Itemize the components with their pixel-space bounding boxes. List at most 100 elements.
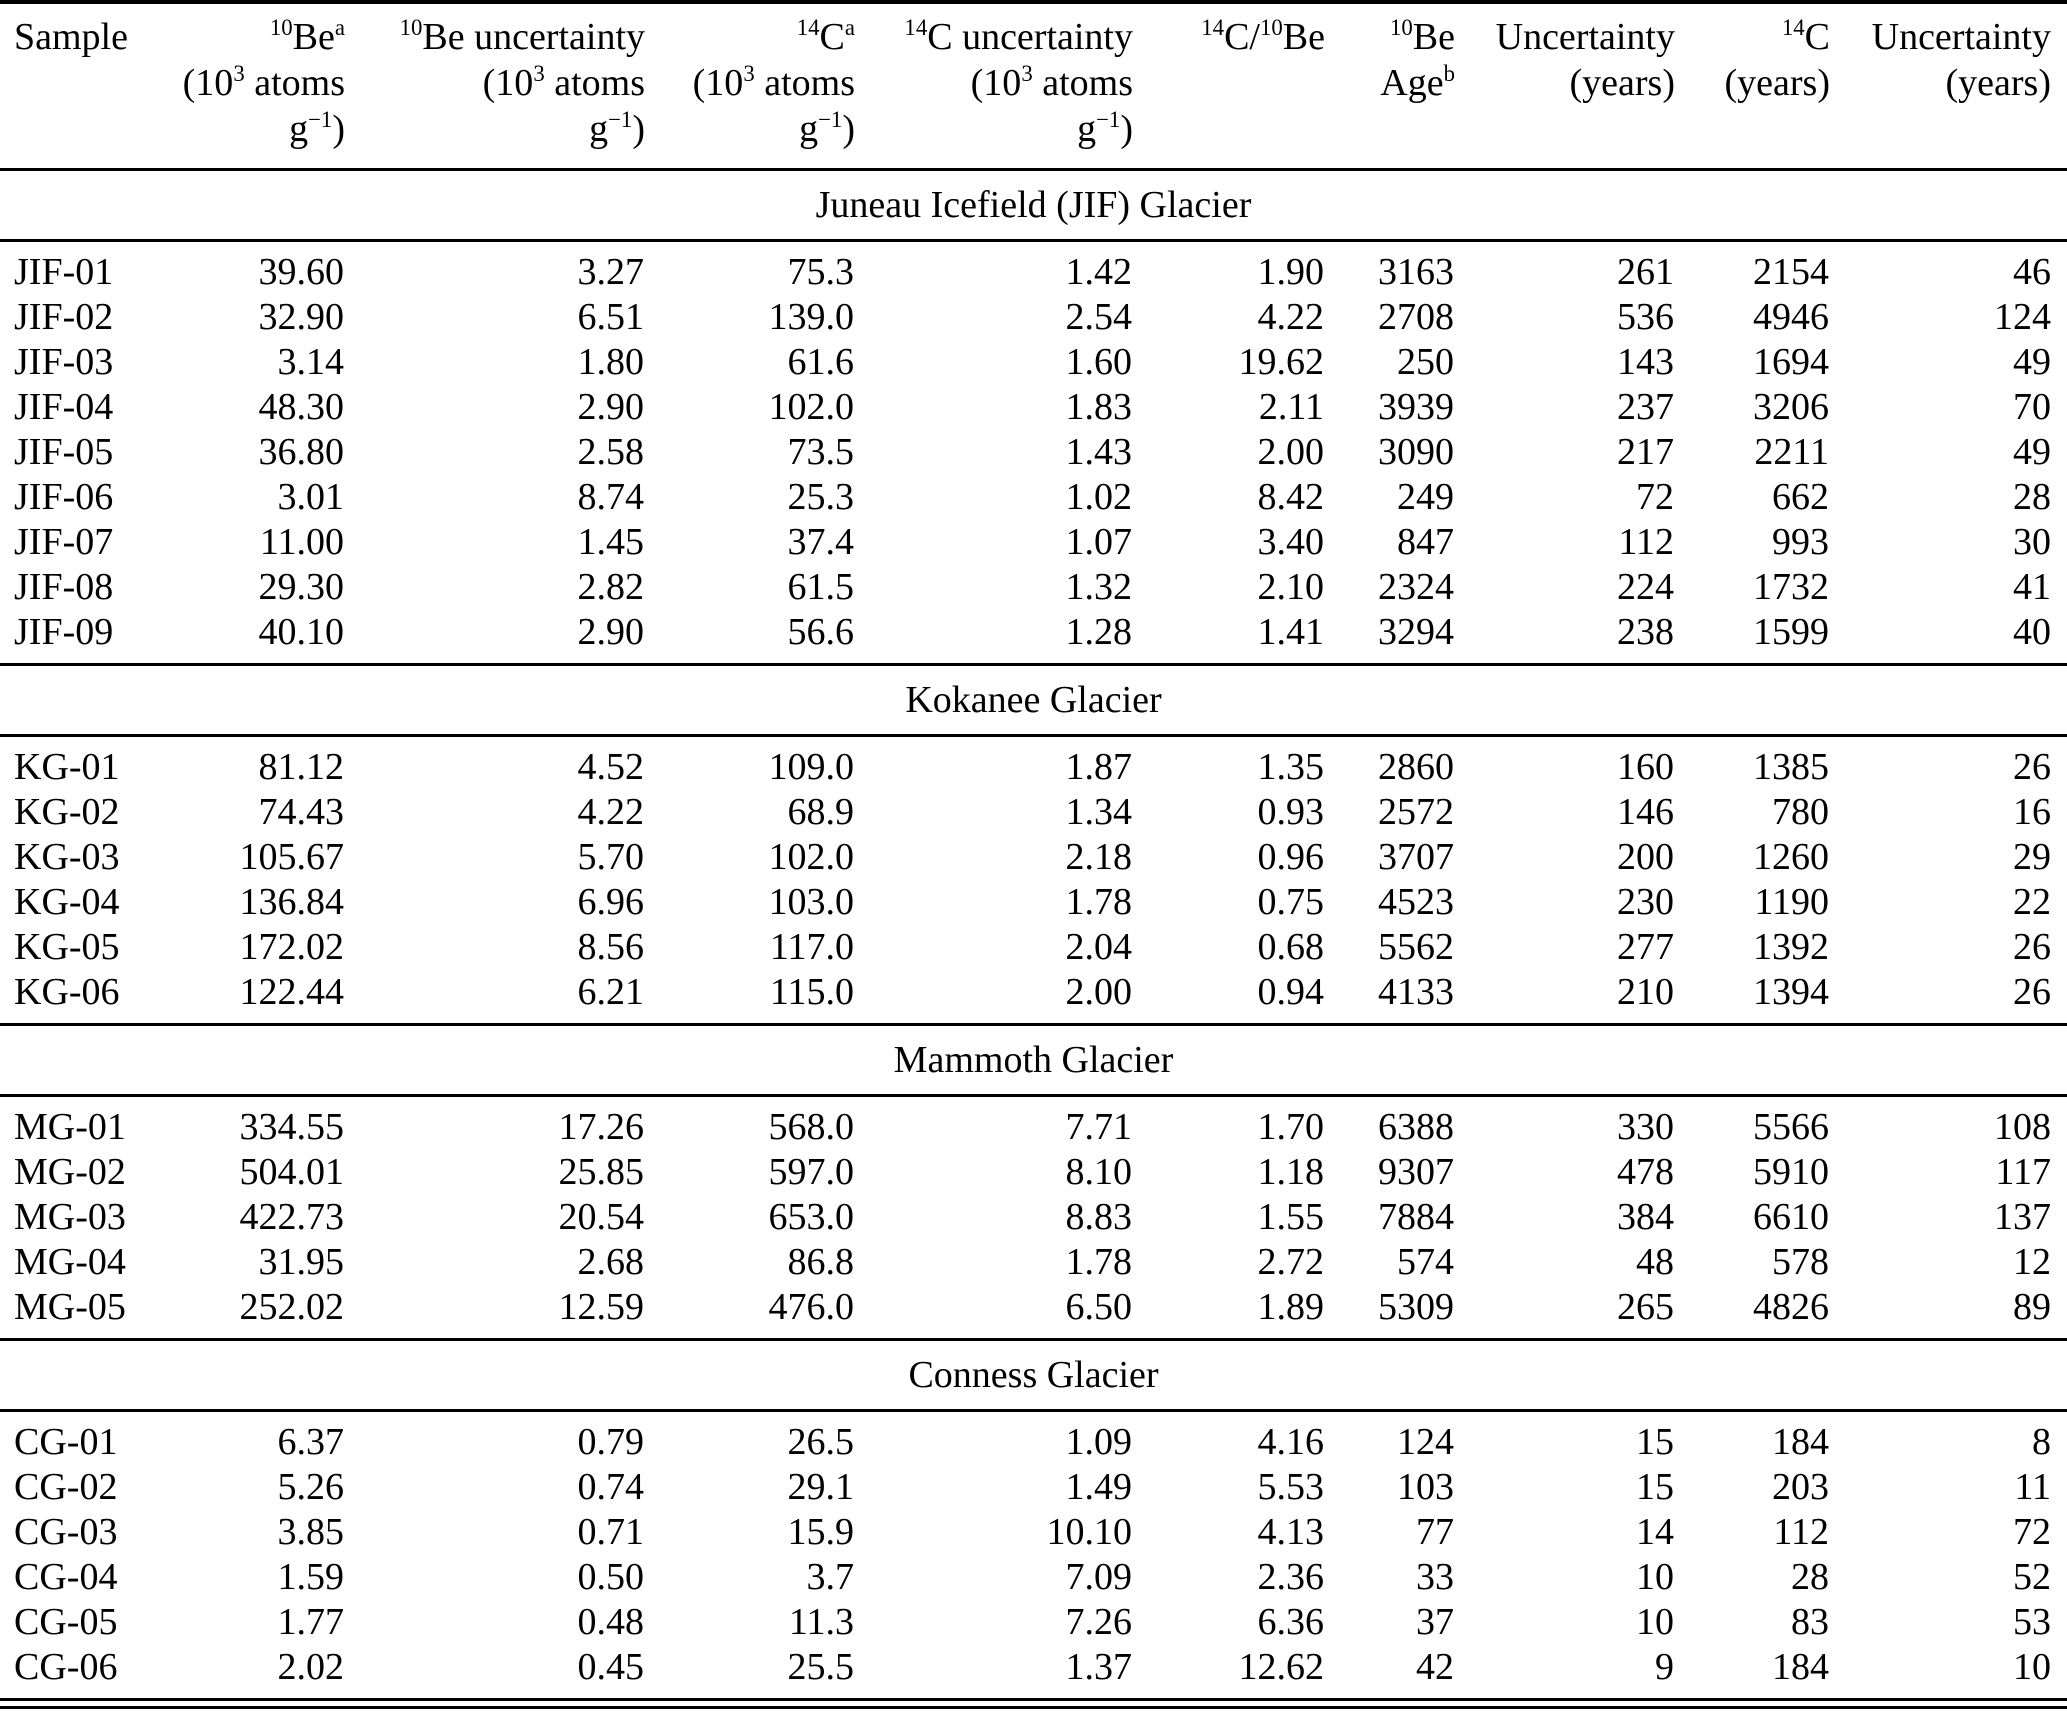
value-cell: 422.73	[239, 1196, 345, 1238]
value-cell: 108	[1994, 1106, 2051, 1148]
value-cell: 1.43	[1065, 431, 1133, 473]
value-cell: 72	[2013, 1511, 2051, 1553]
table-row: JIF-06 3.01 8.74 25.3 1.02 8.42 249 72 662 28	[0, 475, 2067, 520]
value-cell: 12	[2013, 1241, 2051, 1283]
header-line: g−1)	[799, 106, 855, 150]
column-header-10: Uncertainty (years)	[1830, 2, 2067, 170]
value-cell: 0.74	[577, 1466, 645, 1508]
value-cell: 2211	[1754, 431, 1829, 473]
value-cell: 0.50	[577, 1556, 645, 1598]
value-cell: 49	[2013, 341, 2051, 383]
value-cell: 2154	[1753, 251, 1829, 293]
header-line: (103 atoms	[182, 60, 345, 104]
value-cell: 53	[2013, 1601, 2051, 1643]
sample-cell: KG-03	[14, 836, 120, 878]
value-cell: 0.93	[1257, 791, 1325, 833]
value-cell: 143	[1617, 341, 1674, 383]
header-line: (years)	[1569, 62, 1675, 104]
value-cell: 7.09	[1065, 1556, 1133, 1598]
value-cell: 0.45	[577, 1646, 645, 1688]
value-cell: 26.5	[787, 1421, 855, 1463]
section-title-row: Mammoth Glacier	[0, 1023, 2067, 1097]
value-cell: 41	[2013, 566, 2051, 608]
column-header-7: 10Be Ageb	[1325, 2, 1455, 170]
sample-cell: JIF-06	[14, 476, 114, 518]
value-cell: 32.90	[258, 296, 345, 338]
value-cell: 26	[2013, 971, 2051, 1013]
value-cell: 4.22	[577, 791, 645, 833]
header-line: 10Be uncertainty	[399, 14, 645, 58]
value-cell: 184	[1772, 1421, 1829, 1463]
sample-cell: KG-04	[14, 881, 120, 923]
value-cell: 172.02	[239, 926, 345, 968]
value-cell: 49	[2013, 431, 2051, 473]
value-cell: 1.90	[1257, 251, 1325, 293]
value-cell: 3.14	[277, 341, 345, 383]
value-cell: 122.44	[239, 971, 345, 1013]
table-row: JIF-03 3.14 1.80 61.6 1.60 19.62 250 143 1694 49	[0, 340, 2067, 385]
sample-cell: MG-02	[14, 1151, 126, 1193]
glacier-section: Kokanee Glacier KG-01 81.12 4.52 109.0 1.87 1.…	[0, 663, 2067, 1025]
value-cell: 653.0	[768, 1196, 855, 1238]
table-row: MG-04 31.95 2.68 86.8 1.78 2.72 574 48 578 12	[0, 1240, 2067, 1285]
value-cell: 2.11	[1258, 386, 1324, 428]
value-cell: 662	[1772, 476, 1829, 518]
table-row: JIF-04 48.30 2.90 102.0 1.83 2.11 3939 237 3206 7…	[0, 385, 2067, 430]
value-cell: 11.3	[788, 1601, 854, 1643]
value-cell: 224	[1617, 566, 1674, 608]
value-cell: 10	[1636, 1556, 1674, 1598]
value-cell: 61.5	[787, 566, 855, 608]
value-cell: 6388	[1378, 1106, 1454, 1148]
value-cell: 124	[1994, 296, 2051, 338]
value-cell: 112	[1618, 521, 1674, 563]
value-cell: 16	[2013, 791, 2051, 833]
value-cell: 8.10	[1065, 1151, 1133, 1193]
value-cell: 1.59	[277, 1556, 345, 1598]
value-cell: 1.83	[1065, 386, 1133, 428]
header-line: Ageb	[1380, 60, 1455, 104]
value-cell: 2.90	[577, 386, 645, 428]
value-cell: 42	[1416, 1646, 1454, 1688]
value-cell: 1392	[1753, 926, 1829, 968]
value-cell: 56.6	[787, 611, 855, 653]
header-line: (years)	[1945, 62, 2051, 104]
value-cell: 2.82	[577, 566, 645, 608]
value-cell: 238	[1617, 611, 1674, 653]
value-cell: 2.18	[1065, 836, 1133, 878]
table-row: KG-02 74.43 4.22 68.9 1.34 0.93 2572 146 780 16	[0, 790, 2067, 835]
value-cell: 17.26	[558, 1106, 645, 1148]
value-cell: 2572	[1378, 791, 1454, 833]
value-cell: 2.10	[1257, 566, 1325, 608]
value-cell: 6610	[1753, 1196, 1829, 1238]
value-cell: 6.51	[577, 296, 645, 338]
value-cell: 5.70	[577, 836, 645, 878]
value-cell: 3.85	[277, 1511, 345, 1553]
value-cell: 8.42	[1257, 476, 1325, 518]
value-cell: 237	[1617, 386, 1674, 428]
value-cell: 2860	[1378, 746, 1454, 788]
value-cell: 1.07	[1065, 521, 1133, 563]
section-title-row: Conness Glacier	[0, 1338, 2067, 1412]
table-row: JIF-01 39.60 3.27 75.3 1.42 1.90 3163 261 2154 46	[0, 241, 2067, 296]
value-cell: 3294	[1378, 611, 1454, 653]
sample-cell: JIF-03	[14, 341, 114, 383]
value-cell: 1.87	[1065, 746, 1133, 788]
value-cell: 7.26	[1065, 1601, 1133, 1643]
value-cell: 5309	[1378, 1286, 1454, 1328]
value-cell: 15	[1636, 1421, 1674, 1463]
value-cell: 1.09	[1065, 1421, 1133, 1463]
value-cell: 780	[1772, 791, 1829, 833]
value-cell: 2.04	[1065, 926, 1133, 968]
table-row: KG-05 172.02 8.56 117.0 2.04 0.68 5562 277 1392 2…	[0, 925, 2067, 970]
value-cell: 2.36	[1257, 1556, 1325, 1598]
header-line: (103 atoms	[970, 60, 1133, 104]
value-cell: 4.16	[1257, 1421, 1325, 1463]
value-cell: 25.3	[787, 476, 855, 518]
header-line: g−1)	[1077, 106, 1133, 150]
value-cell: 1394	[1753, 971, 1829, 1013]
value-cell: 36.80	[258, 431, 345, 473]
sample-cell: KG-01	[14, 746, 120, 788]
header-line: 14C uncertainty	[904, 14, 1133, 58]
value-cell: 2.02	[277, 1646, 345, 1688]
